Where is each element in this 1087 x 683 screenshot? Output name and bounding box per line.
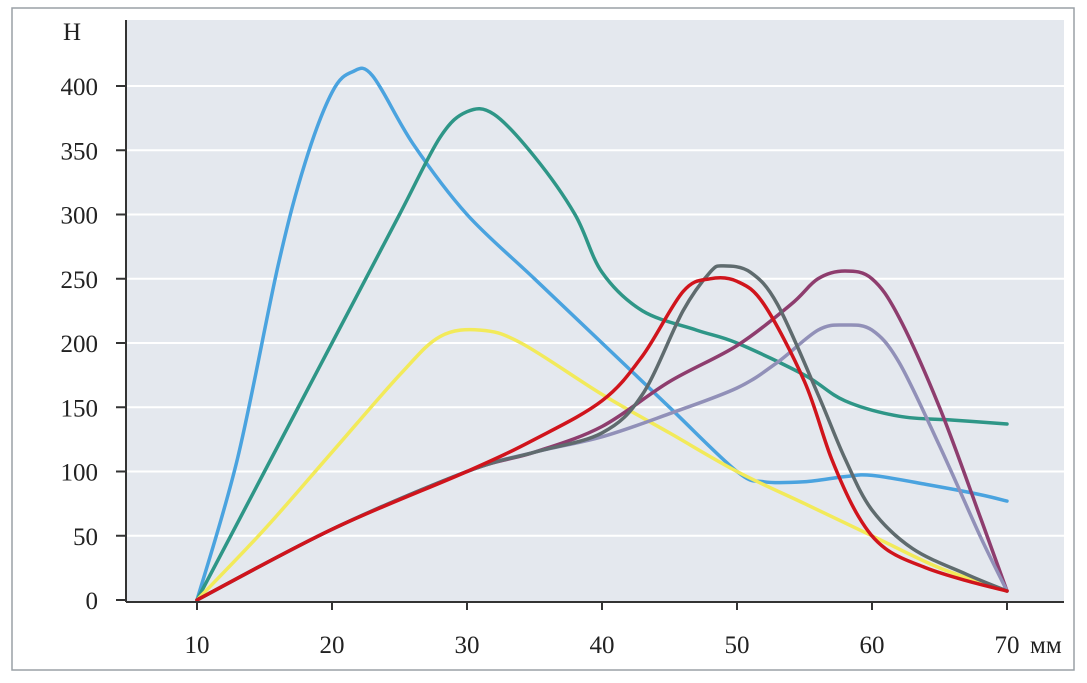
- y-tick-label: 400: [61, 74, 99, 101]
- x-tick-label: 20: [320, 632, 345, 659]
- y-tick-label: 250: [61, 267, 99, 294]
- y-tick-label: 150: [61, 395, 99, 422]
- y-tick-label: 350: [61, 138, 99, 165]
- x-tick-label: 50: [725, 632, 750, 659]
- x-tick-label: 10: [185, 632, 210, 659]
- y-tick-label: 300: [61, 203, 99, 230]
- x-tick-label: 40: [590, 632, 615, 659]
- data-series: [195, 66, 1009, 602]
- tick-marks: [116, 85, 1008, 610]
- axes: [125, 20, 1064, 603]
- y-tick-label: 0: [86, 588, 99, 615]
- y-tick-label: 100: [61, 460, 99, 487]
- plot-background: [126, 20, 1064, 602]
- y-tick-label: 50: [73, 524, 98, 551]
- y-tick-label: 200: [61, 331, 99, 358]
- x-tick-label: 60: [860, 632, 885, 659]
- series-line-2: [195, 106, 1009, 602]
- x-tick-label: 30: [455, 632, 480, 659]
- series-line-7: [195, 275, 1009, 602]
- tick-labels: 0 50 100 150 200 250 300 350 400 10 20 30 40 50 60 70: [61, 74, 1020, 659]
- y-axis-title: Н: [63, 19, 81, 46]
- series-line-3: [195, 327, 1009, 602]
- x-axis-unit: мм: [1030, 632, 1062, 659]
- x-tick-label: 70: [995, 632, 1020, 659]
